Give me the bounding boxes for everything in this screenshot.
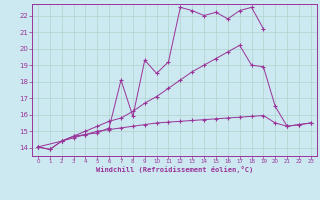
X-axis label: Windchill (Refroidissement éolien,°C): Windchill (Refroidissement éolien,°C)	[96, 166, 253, 173]
